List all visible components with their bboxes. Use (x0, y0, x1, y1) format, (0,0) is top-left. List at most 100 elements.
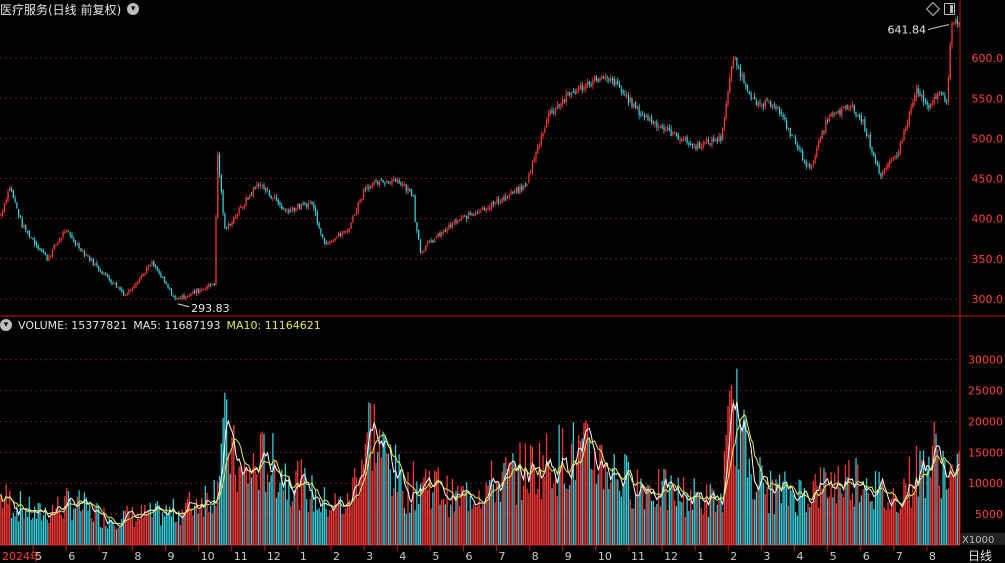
volume-bar (323, 487, 326, 545)
candle-body (263, 184, 265, 189)
candle-body (748, 91, 750, 95)
candle-body (275, 197, 278, 202)
volume-bar (535, 493, 537, 545)
volume-bar (809, 507, 811, 545)
volume-bar (649, 485, 651, 545)
candle-body (311, 202, 313, 204)
volume-bar (908, 456, 910, 545)
candle-body (138, 278, 141, 282)
volume-bar (752, 499, 754, 545)
volume-bar (126, 505, 128, 545)
candle-body (700, 146, 702, 148)
volume-bar (515, 504, 518, 545)
candle-body (761, 104, 763, 106)
candle-body (867, 135, 870, 137)
volume-bar (249, 467, 251, 545)
candle-body (391, 180, 393, 184)
candle-body (789, 128, 791, 136)
volume-bar (18, 521, 20, 545)
volume-bar (272, 433, 274, 545)
volume-bar (234, 474, 237, 545)
candle-body (448, 224, 450, 230)
volume-bar (220, 443, 222, 545)
candle-body (530, 172, 532, 174)
volume-bar (562, 428, 564, 545)
candle-body (693, 145, 695, 147)
volume-bar (668, 484, 670, 545)
candle-body (179, 298, 182, 300)
candle-body (791, 135, 793, 137)
volume-bar (179, 525, 182, 545)
volume-bar (229, 473, 231, 545)
volume-bar (770, 470, 772, 545)
volume-bar (938, 485, 941, 545)
volume-bar (690, 489, 692, 545)
price-tick-label: 400.0 (972, 213, 1004, 226)
candle-body (112, 282, 114, 284)
volume-bar (236, 491, 238, 545)
month-label: 10 (598, 550, 612, 563)
candle-body (722, 128, 724, 141)
candle-body (489, 207, 491, 209)
volume-bar (841, 493, 843, 545)
candle-body (494, 201, 496, 204)
volume-bar (410, 503, 413, 545)
candle-body (938, 91, 941, 94)
volume-bar (74, 508, 77, 545)
volume-bar (574, 479, 576, 545)
volume-bar (226, 399, 228, 545)
volume-bar (464, 491, 466, 545)
chevron-down-icon[interactable]: ▾ (127, 3, 140, 15)
volume-bar (867, 493, 870, 545)
candle-body (227, 223, 230, 229)
candle-body (281, 205, 283, 209)
candle-body (810, 166, 813, 169)
candle-body (293, 208, 295, 211)
candle-body (770, 101, 772, 107)
volume-bar (35, 518, 38, 545)
volume-bar (592, 469, 594, 545)
candle-body (499, 202, 502, 204)
volume-bar (791, 490, 793, 545)
volume-bar (679, 501, 681, 545)
volume-bar (12, 512, 14, 545)
volume-bar (560, 465, 562, 545)
volume-bar (586, 423, 589, 545)
candle-body (14, 198, 16, 203)
month-label: 3 (366, 550, 373, 563)
candle-body (67, 231, 70, 233)
candle-body (608, 79, 610, 81)
candle-body (90, 258, 93, 261)
candle-body (402, 184, 404, 186)
candle-body (380, 179, 382, 181)
candle-body (247, 197, 249, 199)
candle-body (627, 95, 630, 104)
candle-body (78, 243, 80, 249)
candle-body (368, 186, 370, 189)
chart-header: 医疗服务(日线 前复权) ▾ (0, 0, 140, 18)
panel-icon[interactable] (944, 3, 955, 15)
candle-body (320, 228, 322, 234)
volume-bar (106, 528, 109, 545)
volume-bar (547, 460, 550, 545)
volume-bar (131, 506, 134, 545)
candle-body (135, 283, 137, 286)
volume-bar (217, 481, 219, 545)
candle-body (307, 202, 310, 208)
candle-body (18, 209, 20, 216)
volume-bar (259, 433, 262, 545)
candle-body (665, 129, 667, 131)
volume-bar (242, 472, 244, 545)
candle-body (713, 138, 715, 142)
candle-body (643, 115, 646, 119)
candle-body (83, 250, 86, 255)
volume-bar (0, 494, 2, 545)
volume-chevron-down-icon[interactable]: ▾ (0, 319, 12, 331)
candle-body (57, 242, 59, 246)
candle-body (211, 284, 214, 286)
volume-bar (675, 506, 678, 545)
volume-bar (656, 503, 658, 545)
volume-bar (199, 509, 201, 545)
candle-body (547, 113, 550, 122)
